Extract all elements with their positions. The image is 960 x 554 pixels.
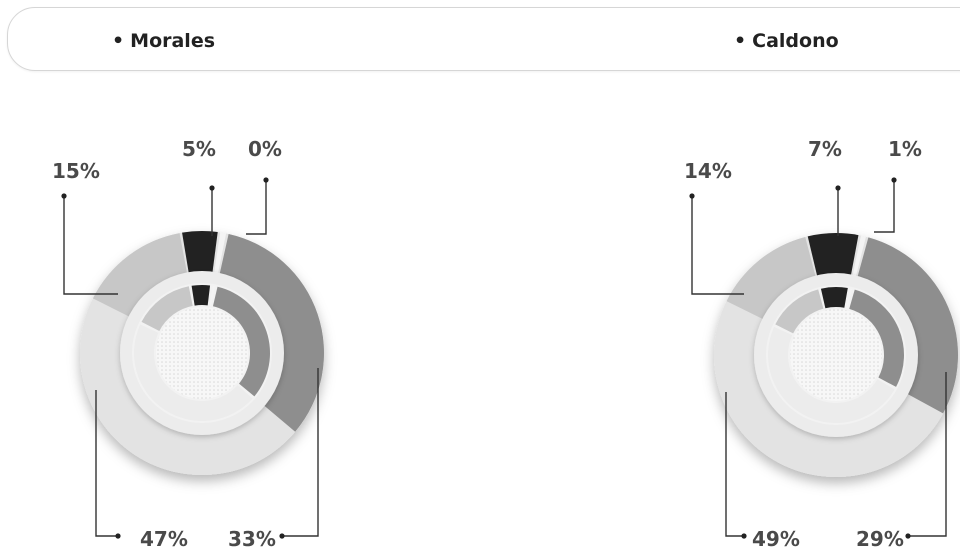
leader-dot: [263, 177, 269, 183]
bullet-icon: •: [734, 30, 747, 52]
leader-dot: [279, 533, 285, 539]
leader-line-dark: [908, 372, 947, 537]
leader-line-light: [725, 392, 744, 537]
center-dotted-disk: [790, 309, 882, 401]
label-light-caldono: 49%: [752, 527, 800, 551]
donut-chart-morales: 5% 0% 33% 47% 15%: [52, 137, 324, 551]
leader-dot: [891, 177, 897, 183]
region-label-caldono: • Caldono: [734, 30, 839, 52]
inner-slice-light: [767, 326, 895, 424]
leader-dot: [115, 533, 121, 539]
leader-dot: [905, 533, 911, 539]
bullet-icon: •: [112, 30, 125, 52]
inner-slice-dark: [212, 286, 270, 397]
inner-slice-white: [846, 288, 852, 309]
leader-dot: [209, 185, 215, 191]
label-light-morales: 47%: [140, 527, 188, 551]
leader-line-medium: [691, 196, 744, 295]
inner-slice-white: [209, 285, 215, 306]
leader-line-white: [874, 180, 895, 233]
leader-dot: [741, 533, 747, 539]
region-label-morales: • Morales: [112, 30, 215, 52]
leader-line-dark: [282, 368, 319, 537]
region-name-caldono: Caldono: [752, 30, 839, 52]
center-dotted-disk: [156, 307, 248, 399]
leader-line-white: [246, 180, 267, 235]
label-white-morales: 0%: [248, 137, 282, 161]
region-name-morales: Morales: [130, 30, 216, 52]
inner-slice-dark: [849, 289, 904, 387]
leader-line-medium: [63, 196, 118, 295]
inner-slice-black: [191, 285, 211, 306]
donut-chart-caldono: 7% 1% 29% 49% 14%: [684, 137, 959, 551]
label-black-caldono: 7%: [808, 137, 842, 161]
leader-line-light: [95, 390, 118, 537]
label-dark-caldono: 29%: [856, 527, 904, 551]
inner-slice-light: [134, 324, 253, 421]
leader-dot: [689, 193, 695, 199]
label-black-morales: 5%: [182, 137, 216, 161]
label-medium-caldono: 14%: [684, 159, 732, 183]
inner-slice-black: [820, 287, 848, 309]
label-medium-morales: 15%: [52, 159, 100, 183]
label-dark-morales: 33%: [228, 527, 276, 551]
region-header-bar: [7, 7, 960, 71]
leader-dot: [61, 193, 67, 199]
inner-slice-medium: [141, 286, 193, 332]
label-white-caldono: 1%: [888, 137, 922, 161]
leader-dot: [835, 185, 841, 191]
inner-slice-medium: [775, 289, 824, 334]
